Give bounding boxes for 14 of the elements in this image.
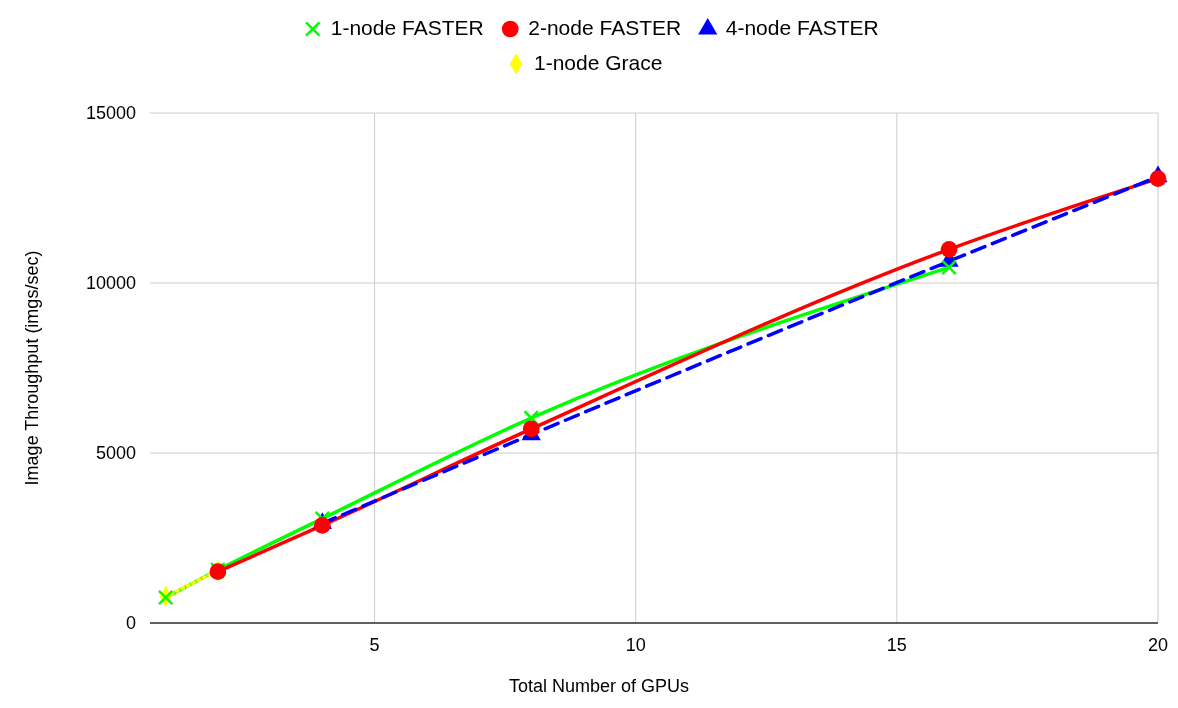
legend-label: 1-node Grace (534, 51, 663, 74)
legend-label: 1-node FASTER (330, 16, 484, 39)
y-tick-label: 10000 (85, 273, 136, 293)
y-tick-label: 15000 (85, 103, 136, 123)
x-tick-label: 10 (625, 635, 646, 655)
y-axis-title: Image Throughput (imgs/sec) (22, 250, 42, 486)
x-tick-label: 15 (886, 635, 907, 655)
x-tick-label: 20 (1147, 635, 1169, 655)
legend-label: 4-node FASTER (725, 16, 879, 39)
y-tick-label: 0 (125, 613, 136, 633)
x-axis-title: Total Number of GPUs (508, 676, 690, 696)
y-tick-label: 5000 (95, 443, 136, 463)
x-tick-label: 5 (369, 635, 380, 655)
legend-label: 2-node FASTER (528, 16, 682, 39)
